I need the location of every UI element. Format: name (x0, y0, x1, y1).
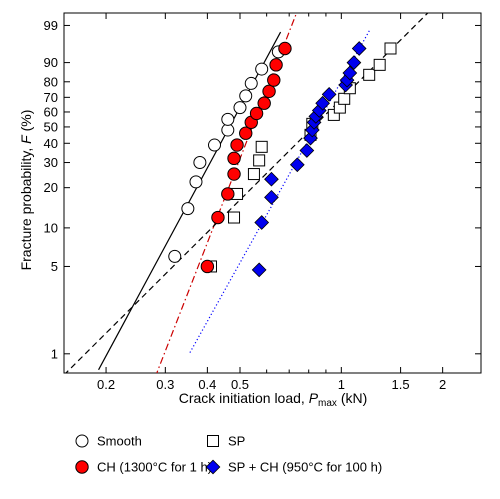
plot-frame (63, 12, 482, 374)
data-point-circle-open (255, 62, 269, 76)
x-axis-title: Crack initiation load, Pmax (kN) (179, 390, 368, 409)
legend-label-3: SP + CH (950°C for 100 h) (228, 460, 382, 475)
data-point-diamond-filled (346, 55, 362, 70)
data-point-diamond-filled (351, 41, 367, 56)
y-tick-label: 50 (44, 119, 58, 134)
data-point-circle-filled (249, 106, 264, 121)
x-tick-label: 0.2 (97, 377, 115, 392)
legend-marker-2 (207, 435, 219, 447)
y-tick-label: 5 (51, 259, 58, 274)
data-point-diamond-filled (342, 65, 358, 81)
y-tick-label: 99 (44, 18, 58, 33)
data-point-circle-open (189, 175, 203, 189)
data-point-circle-open (239, 89, 253, 103)
y-axis-title: Fracture probability, F (%) (18, 110, 34, 271)
data-markers (168, 41, 397, 278)
y-tick-label: 80 (44, 74, 58, 89)
data-point-circle-filled (230, 138, 244, 152)
legend-label-1: CH (1300°C for 1 h) (97, 460, 212, 475)
legend-label-0: Smooth (97, 434, 142, 449)
legend-marker-3 (205, 459, 221, 475)
data-point-square-open (255, 140, 268, 153)
data-point-diamond-filled (289, 157, 305, 173)
data-point-square-open (373, 58, 386, 71)
data-point-square-open (253, 154, 266, 167)
fit-line-2 (65, 13, 429, 373)
data-point-diamond-filled (251, 262, 267, 278)
data-point-circle-filled (221, 187, 235, 201)
data-point-circle-filled (239, 126, 253, 140)
y-tick-label: 20 (44, 180, 58, 195)
x-tick-label: 0.3 (156, 377, 174, 392)
data-point-square-open (327, 108, 340, 121)
data-point-circle-open (244, 76, 258, 90)
data-point-diamond-filled (264, 189, 279, 205)
legend-marker-1 (75, 460, 89, 474)
data-point-circle-open (208, 138, 222, 152)
data-point-circle-open (221, 123, 235, 137)
data-point-circle-filled (227, 151, 241, 166)
data-point-circle-filled (257, 96, 271, 110)
data-point-circle-filled (211, 210, 225, 225)
fit-line-3 (189, 28, 371, 353)
x-tick-label: 1.5 (392, 377, 410, 392)
data-point-circle-open (168, 249, 182, 263)
data-point-square-open (363, 68, 376, 81)
data-point-circle-open (233, 101, 247, 115)
data-point-diamond-filled (321, 86, 337, 102)
data-point-square-open (228, 211, 241, 224)
y-tick-label: 60 (44, 104, 58, 119)
x-tick-label: 0.5 (231, 377, 249, 392)
x-tick-label: 2 (439, 377, 446, 392)
data-point-diamond-filled (264, 171, 279, 187)
data-point-circle-filled (269, 58, 283, 72)
data-point-diamond-filled (315, 95, 331, 111)
y-tick-label: 70 (44, 90, 58, 105)
y-tick-label: 10 (44, 220, 58, 235)
x-tick-label: 1 (338, 377, 345, 392)
data-point-circle-filled (262, 84, 276, 99)
x-axis-ticks: 0.2 0.3 0.4 0.5 1 1.5 2 (97, 13, 446, 392)
data-point-square-open (338, 92, 351, 105)
y-tick-label: 90 (44, 55, 58, 70)
data-point-diamond-filled (299, 143, 315, 158)
y-tick-label: 40 (44, 136, 58, 151)
data-point-circle-open (221, 112, 235, 126)
y-tick-label: 1 (51, 346, 58, 361)
data-point-circle-open (193, 156, 207, 170)
data-point-diamond-filled (254, 215, 270, 230)
data-point-circle-filled (227, 167, 241, 181)
legend-marker-0 (75, 434, 89, 448)
legend-label-2: SP (228, 434, 245, 449)
data-point-circle-open (181, 202, 195, 216)
data-point-square-open (247, 168, 260, 181)
data-point-circle-filled (278, 41, 292, 56)
data-point-diamond-filled (303, 130, 318, 146)
data-point-square-open (384, 42, 397, 55)
x-tick-label: 0.4 (198, 377, 216, 392)
y-tick-label: 30 (44, 155, 58, 170)
data-point-circle-filled (267, 73, 281, 87)
data-point-circle-filled (200, 259, 215, 274)
legend: Smooth CH (1300°C for 1 h) SP SP + CH (950°… (75, 434, 382, 475)
